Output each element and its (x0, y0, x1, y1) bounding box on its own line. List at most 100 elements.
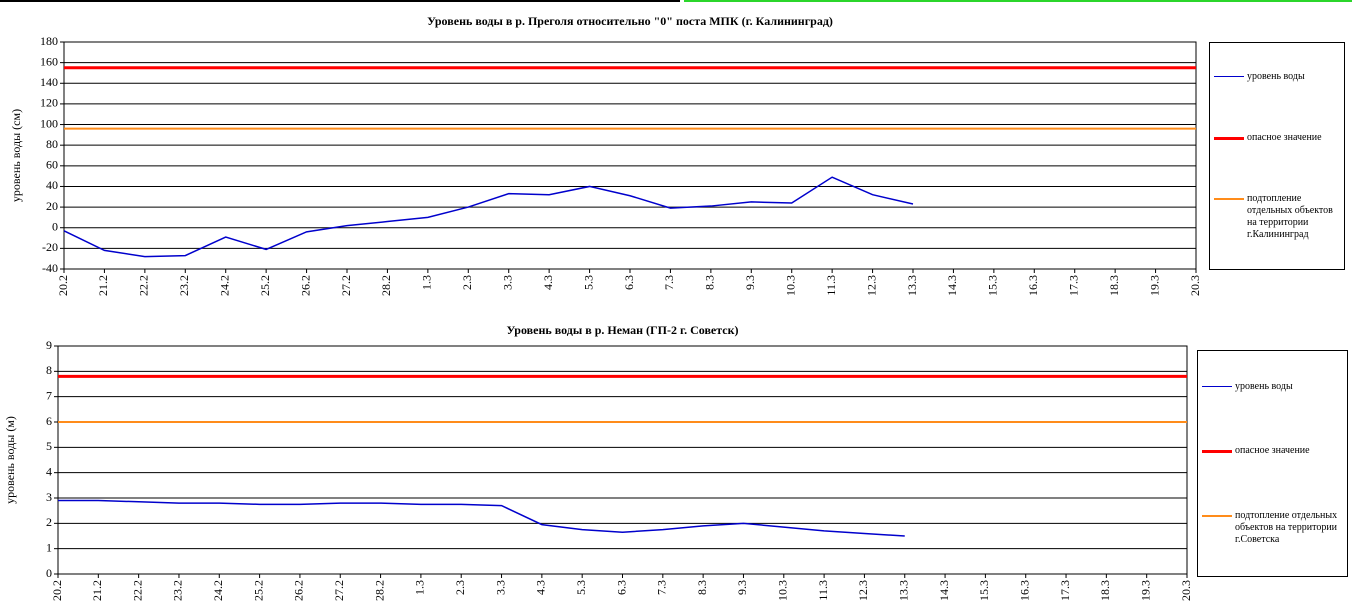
x-tick-label: 3.3 (493, 580, 507, 595)
y-tick-label: 2 (46, 515, 52, 529)
x-tick-label: 27.2 (339, 275, 353, 296)
x-tick-label: 22.2 (130, 580, 144, 601)
legend: уровень воды опасное значение подтопление … (1197, 350, 1348, 577)
y-tick-label: 8 (46, 363, 52, 377)
x-tick-label: 19.3 (1138, 580, 1152, 601)
x-tick-label: 12.3 (856, 580, 870, 601)
x-tick-label: 9.3 (735, 580, 749, 595)
x-tick-label: 8.3 (695, 580, 709, 595)
x-tick-label: 9.3 (743, 275, 757, 290)
plot-area (57, 345, 1188, 575)
y-tick-label: 4 (46, 464, 52, 478)
y-axis-label: уровень воды (м) (3, 416, 17, 504)
x-tick-label: 12.3 (864, 275, 878, 296)
legend-entry: опасное значение (1214, 132, 1340, 144)
x-tick-label: 5.3 (574, 580, 588, 595)
x-tick-label: 13.3 (905, 275, 919, 296)
x-tick-label: 25.2 (258, 275, 272, 296)
legend-entry: подтопление отдельных объектов на террит… (1202, 510, 1343, 546)
y-tick-label: 20 (46, 199, 58, 213)
x-tick-label: 20.3 (1188, 275, 1202, 296)
x-tick-label: 5.3 (581, 275, 595, 290)
x-tick-label: 11.3 (824, 275, 838, 296)
y-tick-label: 0 (46, 566, 52, 580)
y-tick-label: 6 (46, 414, 52, 428)
x-tick-label: 27.2 (332, 580, 346, 601)
y-tick-label: -40 (42, 261, 58, 275)
x-tick-label: 20.2 (50, 580, 64, 601)
series-line (63, 176, 914, 258)
x-tick-label: 15.3 (986, 275, 1000, 296)
legend-swatch (1202, 386, 1232, 388)
x-tick-label: 28.2 (379, 275, 393, 296)
chart-title: Уровень воды в р. Преголя относительно "… (427, 14, 833, 28)
y-tick-label: 7 (46, 388, 52, 402)
x-tick-label: 2.3 (460, 275, 474, 290)
x-tick-label: 7.3 (655, 580, 669, 595)
x-tick-label: 14.3 (937, 580, 951, 601)
x-tick-label: 20.3 (1179, 580, 1193, 601)
y-tick-label: -20 (42, 240, 58, 254)
y-tick-label: 160 (40, 54, 58, 68)
series-line (58, 499, 905, 537)
legend-label: уровень воды (1247, 71, 1305, 83)
legend-swatch (1214, 136, 1244, 140)
legend-label: уровень воды (1235, 381, 1293, 393)
y-tick-label: 5 (46, 439, 52, 453)
y-tick-label: 9 (46, 338, 52, 352)
legend-entry: подтопление отдельных объектов на террит… (1214, 193, 1340, 241)
x-tick-label: 6.3 (622, 275, 636, 290)
x-tick-label: 21.2 (90, 580, 104, 601)
legend-swatch (1202, 450, 1232, 454)
y-tick-label: 180 (40, 34, 58, 48)
legend-label: подтопление отдельных объектов на террит… (1247, 192, 1333, 240)
x-tick-label: 17.3 (1066, 275, 1080, 296)
x-tick-label: 18.3 (1107, 275, 1121, 296)
y-tick-label: 0 (52, 219, 58, 233)
x-tick-label: 20.2 (56, 275, 70, 296)
x-tick-label: 22.2 (137, 275, 151, 296)
x-tick-label: 13.3 (897, 580, 911, 601)
x-tick-label: 26.2 (298, 275, 312, 296)
x-tick-label: 7.3 (662, 275, 676, 290)
y-tick-label: 80 (46, 137, 58, 151)
y-tick-label: 60 (46, 158, 58, 172)
x-tick-label: 2.3 (453, 580, 467, 595)
chart-title: Уровень воды в р. Неман (ГП-2 г. Советск… (506, 323, 738, 337)
legend-swatch (1214, 76, 1244, 78)
x-tick-label: 14.3 (945, 275, 959, 296)
plot-area (63, 41, 1197, 270)
x-tick-label: 24.2 (217, 275, 231, 296)
x-tick-label: 25.2 (251, 580, 265, 601)
legend-entry: уровень воды (1202, 381, 1343, 393)
x-tick-label: 23.2 (177, 275, 191, 296)
x-tick-label: 24.2 (211, 580, 225, 601)
y-tick-label: 1 (46, 540, 52, 554)
legend: уровень воды опасное значение подтопление … (1209, 42, 1345, 270)
x-tick-label: 10.3 (783, 275, 797, 296)
legend-entry: опасное значение (1202, 445, 1343, 457)
x-tick-label: 26.2 (292, 580, 306, 601)
x-tick-label: 15.3 (977, 580, 991, 601)
x-tick-label: 19.3 (1147, 275, 1161, 296)
x-tick-label: 3.3 (500, 275, 514, 290)
x-tick-label: 28.2 (372, 580, 386, 601)
x-tick-label: 16.3 (1017, 580, 1031, 601)
y-tick-label: 140 (40, 75, 58, 89)
x-tick-label: 1.3 (420, 275, 434, 290)
y-tick-label: 3 (46, 490, 52, 504)
x-tick-label: 23.2 (171, 580, 185, 601)
x-tick-label: 11.3 (816, 580, 830, 601)
x-tick-label: 10.3 (776, 580, 790, 601)
legend-swatch (1202, 514, 1232, 517)
x-tick-label: 17.3 (1058, 580, 1072, 601)
x-tick-label: 16.3 (1026, 275, 1040, 296)
y-tick-label: 40 (46, 178, 58, 192)
y-tick-label: 100 (40, 116, 58, 130)
legend-label: подтопление отдельных объектов на террит… (1235, 509, 1338, 545)
x-tick-label: 21.2 (96, 275, 110, 296)
legend-entry: уровень воды (1214, 71, 1340, 83)
y-axis-label: уровень воды (см) (9, 109, 23, 202)
